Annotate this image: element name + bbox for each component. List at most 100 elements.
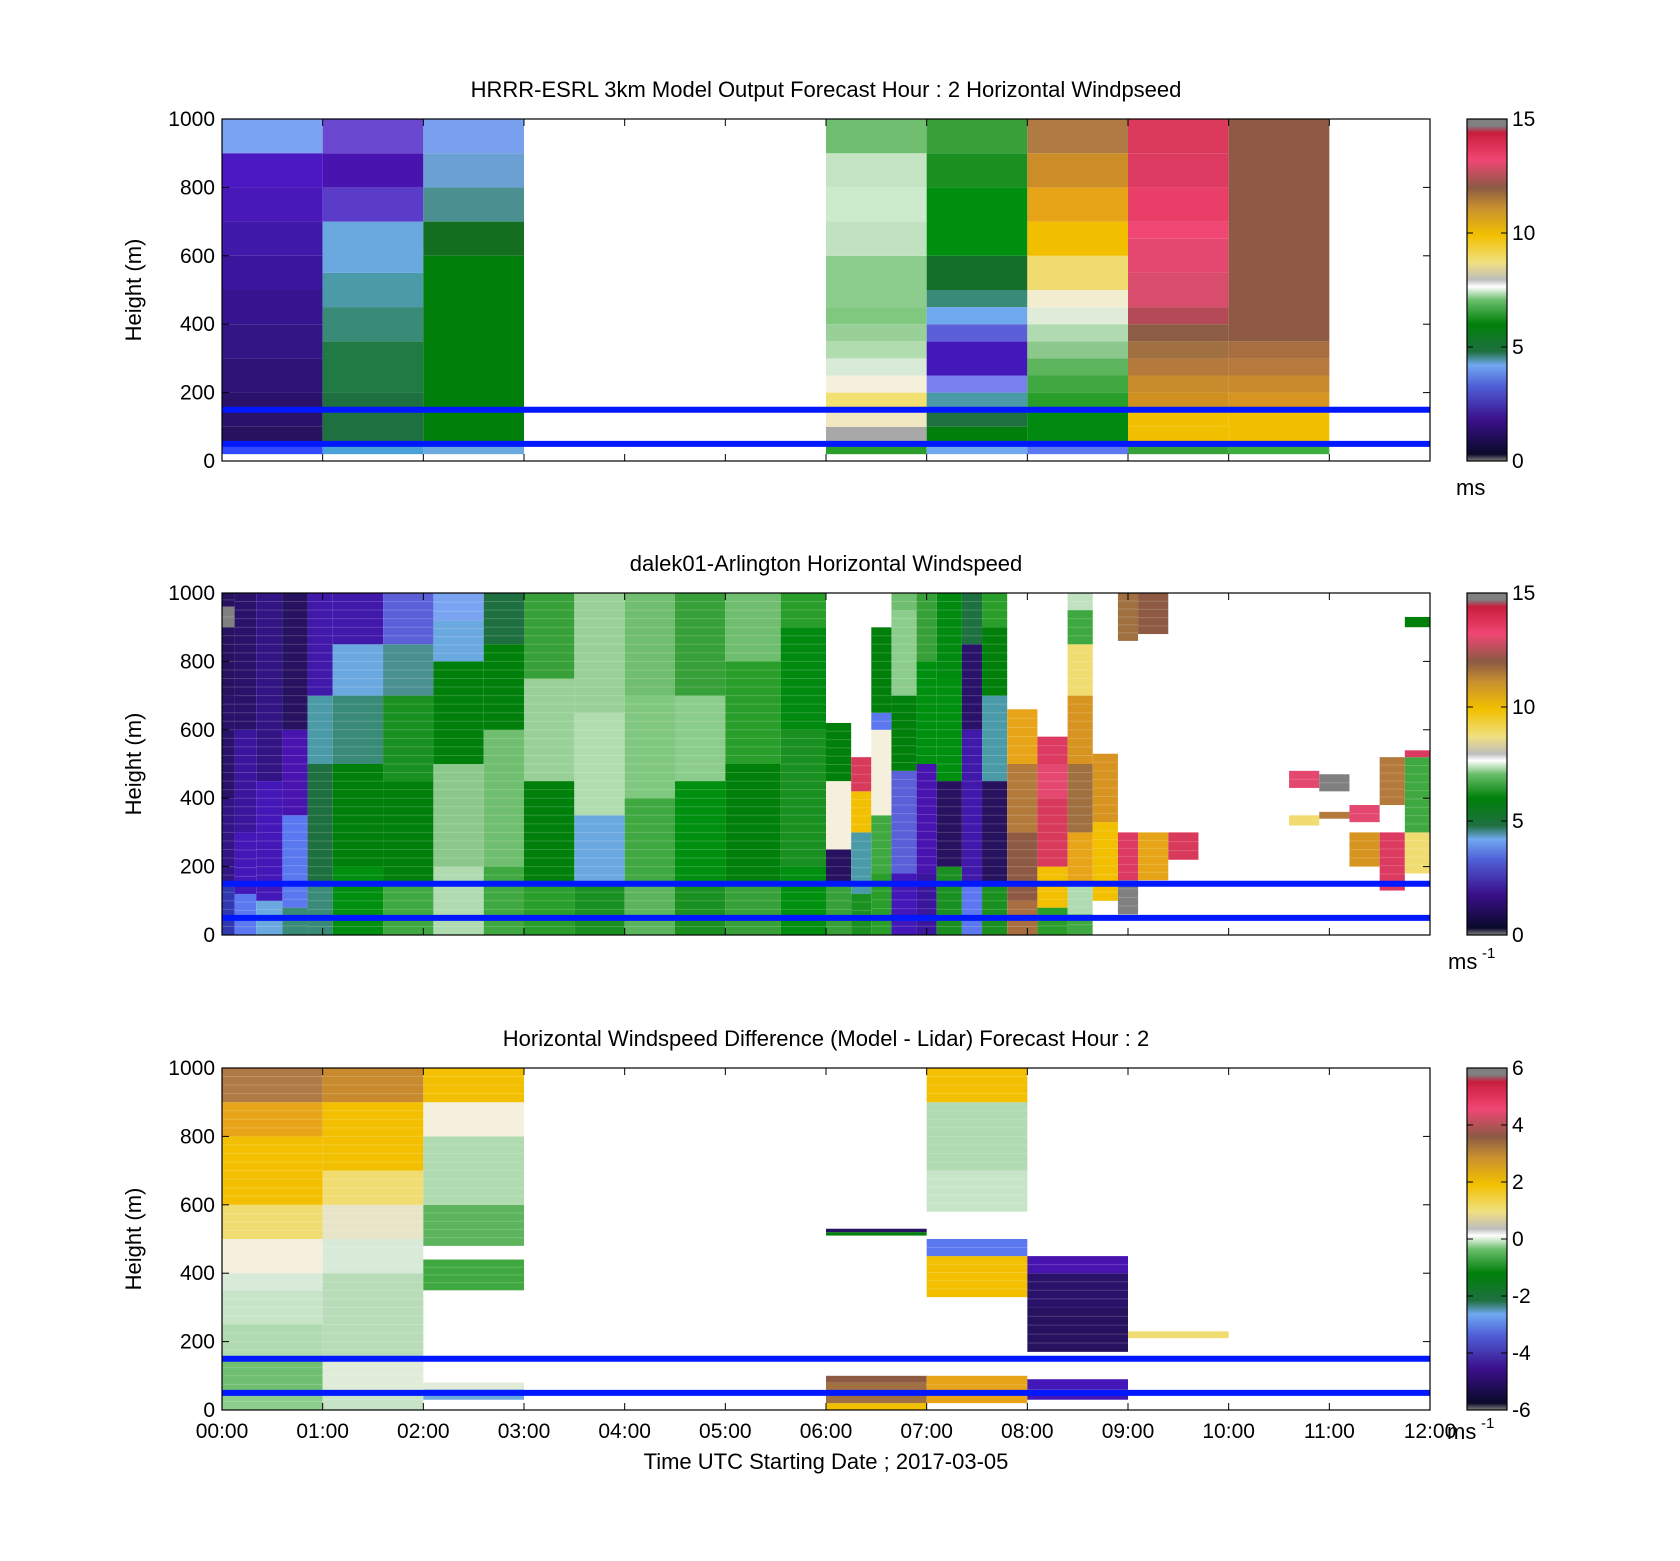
colorbar-tick-label: 2 [1512, 1171, 1524, 1194]
heat-cell [307, 593, 333, 696]
heat-column [624, 593, 675, 935]
heat-cell [332, 644, 384, 696]
heat-cell [725, 883, 781, 935]
x-tick-label: 04:00 [598, 1420, 651, 1443]
heat-cell [926, 255, 1028, 290]
heat-cell [222, 798, 235, 884]
heat-cell [332, 695, 384, 764]
y-axis-label: Height (m) [121, 713, 146, 816]
colorbar-tick-label: 0 [1512, 1228, 1524, 1251]
heat-cell [433, 764, 484, 867]
heat-cell [1027, 341, 1128, 359]
y-tick-label: 400 [180, 787, 215, 810]
heat-cell [1228, 445, 1330, 455]
heat-cell [1027, 358, 1128, 376]
heat-cell [1289, 815, 1320, 826]
heat-column [574, 593, 625, 935]
y-tick-label: 400 [180, 313, 215, 336]
heat-column [322, 1068, 424, 1410]
heat-cell [524, 883, 575, 935]
panel-1: 0 200 400 600 800 1000 HRRR-ESRL 3km Model Out… [121, 77, 1535, 500]
heat-cell [1092, 822, 1118, 901]
heat-cell [1117, 593, 1139, 641]
heat-column [423, 119, 524, 455]
heat-cell [871, 712, 892, 730]
heat-cell [851, 757, 872, 792]
colorbar-tick-label: -6 [1512, 1399, 1531, 1422]
heat-column [1404, 616, 1430, 874]
heat-cell [725, 661, 781, 764]
heat-cell [936, 781, 962, 867]
heat-cell [826, 883, 852, 935]
heat-cell [423, 153, 524, 188]
heat-cell [780, 729, 826, 867]
heat-cell [433, 661, 484, 764]
heat-cell [222, 119, 323, 154]
heat-cell [961, 883, 983, 935]
colorbar-tick-label: 10 [1512, 222, 1535, 245]
heat-column [307, 593, 333, 935]
heat-cell [851, 791, 872, 833]
heat-cell [675, 593, 726, 696]
colorbar-tick-label: 15 [1512, 108, 1535, 131]
heat-cell [1117, 880, 1139, 915]
heat-cell [1027, 375, 1128, 393]
heat-cell [871, 815, 892, 874]
heat-cell [851, 832, 872, 894]
heat-cell [926, 1375, 1028, 1404]
heat-column [961, 593, 983, 935]
heat-cell [256, 593, 283, 782]
heat-cell [524, 678, 575, 782]
heat-cell [1067, 832, 1093, 884]
heat-cell [871, 729, 892, 816]
heat-cell [322, 1239, 424, 1274]
heat-cell [1037, 764, 1068, 799]
heat-cell [433, 620, 484, 662]
heat-cell [871, 593, 892, 628]
heat-cell [926, 392, 1028, 410]
heat-cell [1128, 307, 1229, 325]
heat-cell [926, 1102, 1028, 1171]
heat-cell [383, 593, 434, 645]
heat-cell [1067, 593, 1093, 611]
heat-cell [1037, 736, 1068, 764]
heat-cell [1168, 832, 1199, 860]
heat-cell [322, 341, 424, 393]
heat-cell [222, 1290, 323, 1325]
y-tick-label: 800 [180, 650, 215, 673]
heat-cell [1007, 764, 1038, 833]
heat-column [871, 593, 892, 935]
heat-cell [891, 610, 917, 696]
heat-cell [1067, 764, 1093, 833]
colorbar-frame [1466, 118, 1508, 462]
heat-column [1228, 119, 1330, 455]
heat-cell [222, 445, 323, 455]
heat-cell [1128, 221, 1229, 239]
heat-cell [826, 375, 927, 393]
heat-cell [1404, 750, 1430, 758]
heat-column [234, 593, 257, 935]
heat-cell [780, 627, 826, 730]
heat-column [1007, 709, 1038, 935]
heat-cell [322, 153, 424, 188]
heat-cell [1128, 392, 1229, 410]
heat-cell [926, 375, 1028, 393]
heat-column [383, 593, 434, 935]
heat-cell [1067, 883, 1093, 915]
heat-cell [1007, 709, 1038, 764]
heat-cell [322, 307, 424, 342]
heat-cell [826, 1375, 927, 1383]
colorbar-gradient [1467, 1068, 1507, 1410]
panel-2: 0 200 400 600 800 1000 dalek01-Arlington Horiz… [121, 551, 1535, 974]
heat-cell [926, 307, 1028, 325]
colorbar: -6 -4 -2 0 2 4 6 ms -1 [1447, 1057, 1531, 1444]
heat-cell [222, 606, 235, 628]
x-tick-label: 02:00 [397, 1420, 450, 1443]
heat-cell [1128, 445, 1229, 455]
y-tick-label: 600 [180, 1194, 215, 1217]
heat-column [780, 593, 826, 935]
heat-cell [926, 1239, 1028, 1257]
x-tick-label: 03:00 [498, 1420, 551, 1443]
